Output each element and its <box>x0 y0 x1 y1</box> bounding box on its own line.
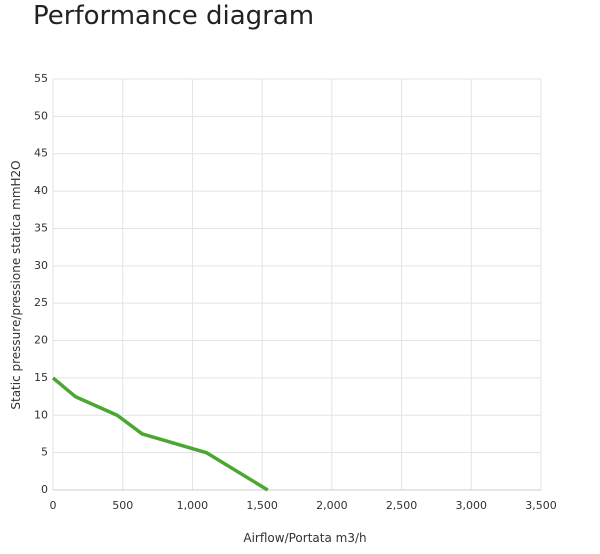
x-tick-label: 500 <box>112 499 133 512</box>
y-tick-label: 35 <box>34 221 48 234</box>
y-tick-label: 10 <box>34 408 48 421</box>
x-tick-label: 3,000 <box>456 499 488 512</box>
y-tick-label: 0 <box>41 483 48 496</box>
x-tick-label: 1,500 <box>246 499 278 512</box>
y-tick-label: 55 <box>34 72 48 85</box>
line-series <box>51 376 269 492</box>
y-tick-label: 5 <box>41 446 48 459</box>
y-tick-label: 20 <box>34 334 48 347</box>
y-tick-label: 30 <box>34 259 48 272</box>
y-tick-label: 40 <box>34 184 48 197</box>
y-tick-label: 45 <box>34 147 48 160</box>
x-tick-label: 2,000 <box>316 499 348 512</box>
x-tick-label: 1,000 <box>177 499 209 512</box>
x-tick-label: 2,500 <box>386 499 418 512</box>
y-tick-label: 50 <box>34 109 48 122</box>
y-tick-label: 15 <box>34 371 48 384</box>
x-tick-label: 3,500 <box>525 499 557 512</box>
y-tick-label: 25 <box>34 296 48 309</box>
x-tick-label: 0 <box>50 499 57 512</box>
y-axis-label: Static pressure/pressione statica mmH2O <box>9 160 23 409</box>
chart-title: Performance diagram <box>33 1 314 31</box>
x-axis-label: Airflow/Portata m3/h <box>243 531 366 545</box>
